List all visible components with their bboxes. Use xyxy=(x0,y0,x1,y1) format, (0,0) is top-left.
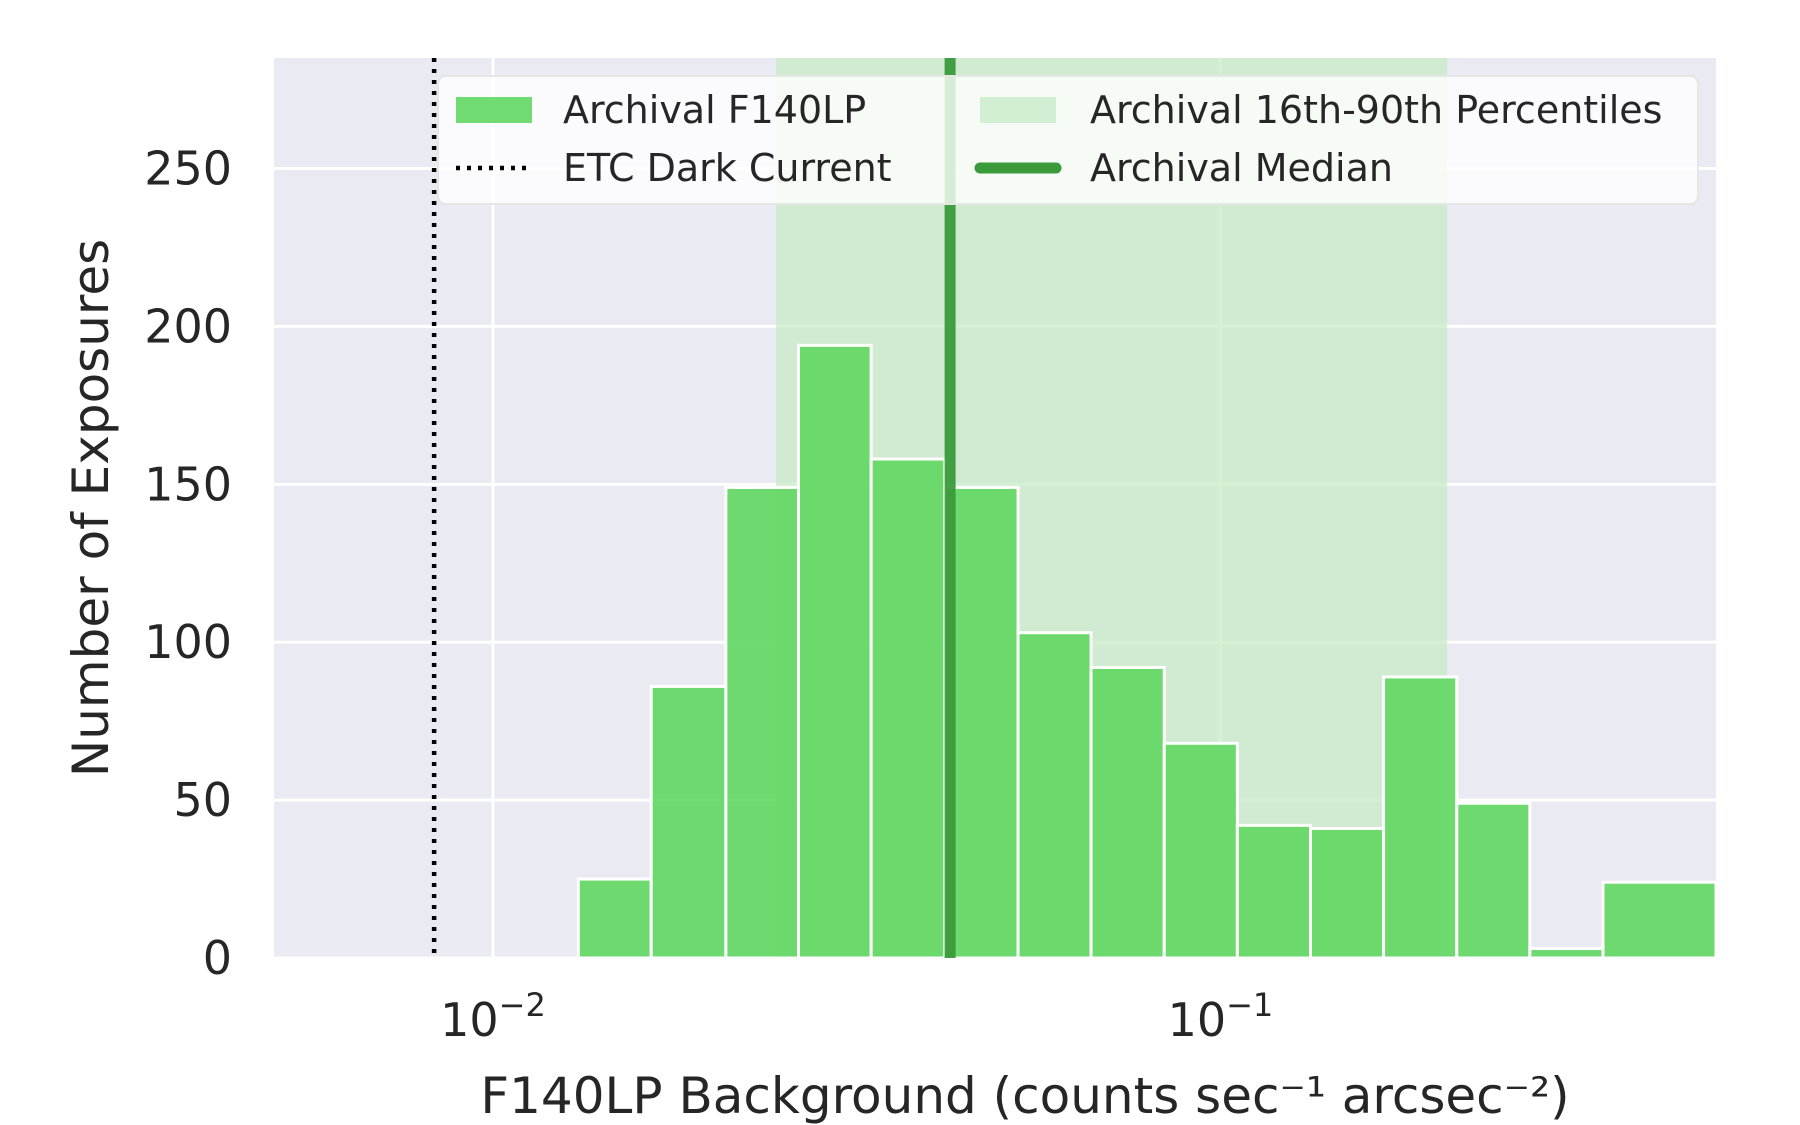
y-tick-label: 200 xyxy=(144,299,232,353)
histogram-bar xyxy=(1089,665,1166,960)
legend-swatch-bars xyxy=(456,97,532,123)
histogram-bar xyxy=(649,684,728,960)
histogram-bar xyxy=(724,485,800,960)
x-tick-label: 10−1 xyxy=(1168,986,1274,1047)
legend-frame xyxy=(437,75,1699,205)
legend-label: Archival F140LP xyxy=(563,88,866,132)
x-tick-label: 10−2 xyxy=(440,986,546,1047)
legend-label: Archival Median xyxy=(1090,146,1393,190)
histogram-bar xyxy=(1162,741,1239,960)
y-axis-label: Number of Exposures xyxy=(62,239,120,777)
x-axis-label: F140LP Background (counts sec⁻¹ arcsec⁻²… xyxy=(480,1067,1569,1125)
histogram-bar xyxy=(796,343,873,960)
histogram-bar xyxy=(1601,880,1718,960)
legend-swatch-band xyxy=(980,97,1056,123)
histogram-bar xyxy=(1455,801,1532,960)
y-tick-label: 100 xyxy=(144,615,232,669)
legend-label: Archival 16th-90th Percentiles xyxy=(1090,88,1662,132)
histogram-bar xyxy=(1528,947,1605,960)
histogram-bar xyxy=(1309,827,1386,960)
legend: Archival F140LP Archival 16th-90th Percen… xyxy=(437,75,1699,205)
y-tick-label: 0 xyxy=(203,931,232,985)
histogram-bar xyxy=(1016,631,1093,960)
histogram-bar xyxy=(1235,823,1313,960)
y-tick-labels: 0 50 100 150 200 250 xyxy=(144,142,232,985)
histogram-bar xyxy=(576,877,653,960)
y-tick-label: 150 xyxy=(144,457,232,511)
histogram-bar xyxy=(1382,675,1459,960)
reference-lines xyxy=(431,58,956,958)
histogram-bars xyxy=(576,343,1718,960)
legend-label: ETC Dark Current xyxy=(563,146,892,190)
x-tick-labels: 10−2 10−1 xyxy=(440,986,1273,1047)
histogram-bar xyxy=(943,485,1020,960)
y-tick-label: 50 xyxy=(173,773,232,827)
histogram-bar xyxy=(869,457,947,960)
y-tick-label: 250 xyxy=(144,142,232,196)
